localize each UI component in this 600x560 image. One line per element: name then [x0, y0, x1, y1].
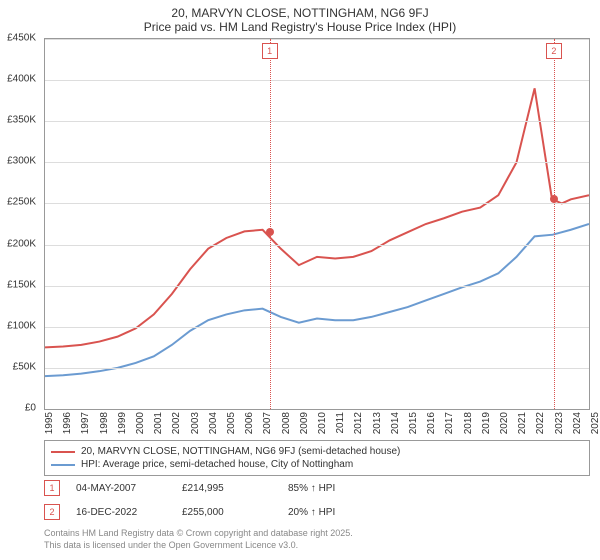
marker-data-table: 1 04-MAY-2007 £214,995 85% ↑ HPI 2 16-DEC-202… [44, 476, 590, 524]
chart-container: 20, MARVYN CLOSE, NOTTINGHAM, NG6 9FJ Pr… [0, 0, 600, 560]
x-tick-label: 2000 [135, 412, 146, 434]
y-tick-label: £200K [7, 238, 36, 249]
y-axis-labels: £0£50K£100K£150K£200K£250K£300K£350K£400… [0, 38, 40, 408]
legend-label-property: 20, MARVYN CLOSE, NOTTINGHAM, NG6 9FJ (s… [81, 446, 400, 457]
x-tick-label: 2013 [372, 412, 383, 434]
x-tick-label: 2001 [153, 412, 164, 434]
plot-area: 12 [44, 38, 590, 410]
footer-line2: This data is licensed under the Open Gov… [44, 540, 590, 552]
x-tick-label: 2008 [281, 412, 292, 434]
legend-item-hpi: HPI: Average price, semi-detached house,… [51, 458, 583, 471]
y-tick-label: £0 [25, 403, 36, 414]
footer-line1: Contains HM Land Registry data © Crown c… [44, 528, 590, 540]
x-tick-label: 2006 [244, 412, 255, 434]
marker-box-1: 1 [262, 43, 278, 59]
marker-vs-hpi: 20% ↑ HPI [288, 507, 378, 518]
y-tick-label: £150K [7, 279, 36, 290]
marker-date: 04-MAY-2007 [76, 483, 166, 494]
x-tick-label: 2016 [426, 412, 437, 434]
marker-vline [554, 39, 555, 409]
x-tick-label: 2007 [262, 412, 273, 434]
x-tick-label: 2025 [590, 412, 600, 434]
x-tick-label: 2002 [171, 412, 182, 434]
marker-vs-hpi: 85% ↑ HPI [288, 483, 378, 494]
legend-item-property: 20, MARVYN CLOSE, NOTTINGHAM, NG6 9FJ (s… [51, 445, 583, 458]
x-tick-label: 2015 [408, 412, 419, 434]
x-tick-label: 2003 [190, 412, 201, 434]
x-tick-label: 2004 [208, 412, 219, 434]
y-tick-label: £250K [7, 197, 36, 208]
y-tick-label: £100K [7, 320, 36, 331]
x-tick-label: 2022 [535, 412, 546, 434]
y-tick-label: £450K [7, 33, 36, 44]
y-tick-label: £350K [7, 115, 36, 126]
x-tick-label: 1995 [44, 412, 55, 434]
y-tick-label: £50K [13, 361, 36, 372]
x-tick-label: 1996 [62, 412, 73, 434]
marker-data-row: 2 16-DEC-2022 £255,000 20% ↑ HPI [44, 500, 590, 524]
x-tick-label: 2014 [390, 412, 401, 434]
marker-box-2: 2 [546, 43, 562, 59]
legend-swatch-hpi [51, 464, 75, 466]
x-tick-label: 2005 [226, 412, 237, 434]
chart-subtitle: Price paid vs. HM Land Registry's House … [0, 20, 600, 38]
marker-dot-1 [266, 228, 274, 236]
x-tick-label: 2018 [463, 412, 474, 434]
x-tick-label: 1999 [117, 412, 128, 434]
marker-price: £255,000 [182, 507, 272, 518]
marker-data-row: 1 04-MAY-2007 £214,995 85% ↑ HPI [44, 476, 590, 500]
x-tick-label: 2020 [499, 412, 510, 434]
x-tick-label: 2011 [335, 412, 346, 434]
x-tick-label: 1997 [80, 412, 91, 434]
x-tick-label: 2024 [572, 412, 583, 434]
marker-vline [270, 39, 271, 409]
x-tick-label: 2009 [299, 412, 310, 434]
x-tick-label: 2017 [444, 412, 455, 434]
marker-price: £214,995 [182, 483, 272, 494]
y-tick-label: £300K [7, 156, 36, 167]
marker-ref-box: 1 [44, 480, 60, 496]
marker-dot-2 [550, 195, 558, 203]
footer: Contains HM Land Registry data © Crown c… [44, 524, 590, 551]
x-tick-label: 2010 [317, 412, 328, 434]
marker-date: 16-DEC-2022 [76, 507, 166, 518]
y-tick-label: £400K [7, 74, 36, 85]
x-tick-label: 2012 [353, 412, 364, 434]
x-tick-label: 2019 [481, 412, 492, 434]
legend: 20, MARVYN CLOSE, NOTTINGHAM, NG6 9FJ (s… [44, 440, 590, 476]
legend-label-hpi: HPI: Average price, semi-detached house,… [81, 459, 353, 470]
x-axis-labels: 1995 1996 1997 1998 1999 2000 2001 2002 2003 2004… [44, 410, 590, 440]
x-tick-label: 1998 [99, 412, 110, 434]
marker-ref-box: 2 [44, 504, 60, 520]
x-tick-label: 2021 [517, 412, 528, 434]
legend-swatch-property [51, 451, 75, 453]
chart-svg [45, 39, 589, 409]
x-tick-label: 2023 [554, 412, 565, 434]
chart-title: 20, MARVYN CLOSE, NOTTINGHAM, NG6 9FJ [0, 0, 600, 20]
